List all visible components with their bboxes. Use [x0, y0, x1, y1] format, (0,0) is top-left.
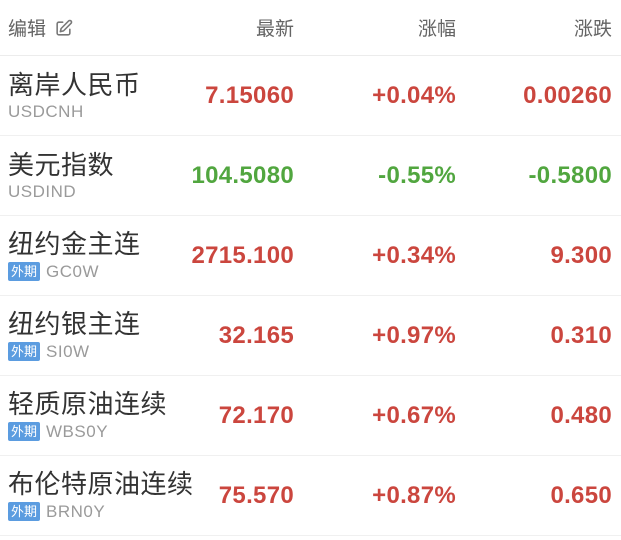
instrument-code-line: USDIND — [8, 183, 154, 200]
instrument-code: USDIND — [8, 181, 77, 201]
instrument-cell: 轻质原油连续 外期 WBS0Y — [8, 388, 168, 441]
edit-pencil-icon — [56, 19, 73, 36]
change-percent: +0.97% — [372, 321, 456, 349]
instrument-code-line: USDCNH — [8, 103, 154, 120]
instrument-code: USDCNH — [8, 101, 84, 121]
change-amount: 0.310 — [550, 321, 612, 349]
instrument-code: SI0W — [46, 341, 90, 361]
quote-row[interactable]: 美元指数 USDIND 104.5080 -0.55% -0.5800 — [0, 136, 621, 216]
quote-rows: 离岸人民币 USDCNH 7.15060 +0.04% 0.00260 美元指数… — [0, 56, 621, 536]
table-header: 编辑 最新 涨幅 涨跌 — [0, 0, 621, 56]
change-amount: -0.5800 — [528, 161, 612, 189]
instrument-name: 纽约银主连 — [8, 308, 141, 339]
instrument-code-line: 外期 SI0W — [8, 341, 154, 361]
latest-price: 32.165 — [218, 321, 294, 349]
quote-row[interactable]: 离岸人民币 USDCNH 7.15060 +0.04% 0.00260 — [0, 56, 621, 136]
latest-price: 7.15060 — [205, 81, 294, 109]
instrument-name: 布伦特原油连续 — [8, 468, 194, 499]
instrument-code-line: 外期 BRN0Y — [8, 501, 154, 521]
quote-row[interactable]: 纽约银主连 外期 SI0W 32.165 +0.97% 0.310 — [0, 296, 621, 376]
instrument-cell: 离岸人民币 USDCNH — [8, 72, 154, 120]
instrument-code-line: 外期 WBS0Y — [8, 421, 154, 441]
foreign-futures-badge: 外期 — [8, 501, 41, 521]
change-amount: 0.00260 — [523, 81, 612, 109]
edit-button[interactable]: 编辑 — [8, 14, 154, 41]
instrument-cell: 纽约金主连 外期 GC0W — [8, 231, 154, 281]
quote-row[interactable]: 纽约金主连 外期 GC0W 2715.100 +0.34% 9.300 — [0, 216, 621, 296]
instrument-code: WBS0Y — [46, 421, 109, 441]
change-percent: +0.04% — [372, 81, 456, 109]
change-amount: 9.300 — [550, 241, 612, 269]
instrument-name: 轻质原油连续 — [8, 388, 168, 419]
instrument-cell: 纽约银主连 外期 SI0W — [8, 311, 154, 361]
change-amount: 0.650 — [550, 481, 612, 509]
instrument-code-line: 外期 GC0W — [8, 261, 154, 281]
instrument-name: 纽约金主连 — [8, 228, 141, 259]
latest-price: 72.170 — [218, 401, 294, 429]
instrument-code: GC0W — [46, 261, 100, 281]
instrument-cell: 美元指数 USDIND — [8, 152, 154, 200]
latest-price: 2715.100 — [191, 241, 294, 269]
change-amount: 0.480 — [550, 401, 612, 429]
edit-button-label: 编辑 — [8, 19, 47, 40]
column-header-change-pct[interactable]: 涨幅 — [417, 19, 456, 40]
latest-price: 75.570 — [218, 481, 294, 509]
foreign-futures-badge: 外期 — [8, 421, 41, 441]
instrument-cell: 布伦特原油连续 外期 BRN0Y — [8, 468, 194, 521]
change-percent: +0.34% — [372, 241, 456, 269]
instrument-name: 离岸人民币 — [8, 69, 141, 100]
change-percent: -0.55% — [378, 161, 456, 189]
column-header-change[interactable]: 涨跌 — [573, 19, 612, 40]
instrument-code: BRN0Y — [46, 501, 106, 521]
change-percent: +0.67% — [372, 401, 456, 429]
quote-row[interactable]: 布伦特原油连续 外期 BRN0Y 75.570 +0.87% 0.650 — [0, 456, 621, 536]
quote-row[interactable]: 轻质原油连续 外期 WBS0Y 72.170 +0.67% 0.480 — [0, 376, 621, 456]
column-header-latest[interactable]: 最新 — [255, 19, 294, 40]
change-percent: +0.87% — [372, 481, 456, 509]
foreign-futures-badge: 外期 — [8, 341, 41, 361]
foreign-futures-badge: 外期 — [8, 261, 41, 281]
instrument-name: 美元指数 — [8, 149, 115, 180]
latest-price: 104.5080 — [191, 161, 294, 189]
